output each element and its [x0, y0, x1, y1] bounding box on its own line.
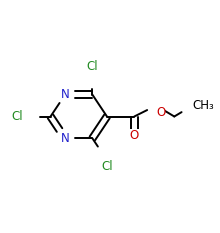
Text: O: O	[156, 106, 165, 119]
Text: O: O	[130, 129, 139, 142]
Text: CH₃: CH₃	[192, 99, 214, 112]
Text: N: N	[61, 132, 70, 145]
Text: N: N	[61, 88, 70, 101]
Text: Cl: Cl	[12, 110, 23, 123]
Text: Cl: Cl	[87, 60, 98, 73]
Text: Cl: Cl	[101, 160, 113, 173]
